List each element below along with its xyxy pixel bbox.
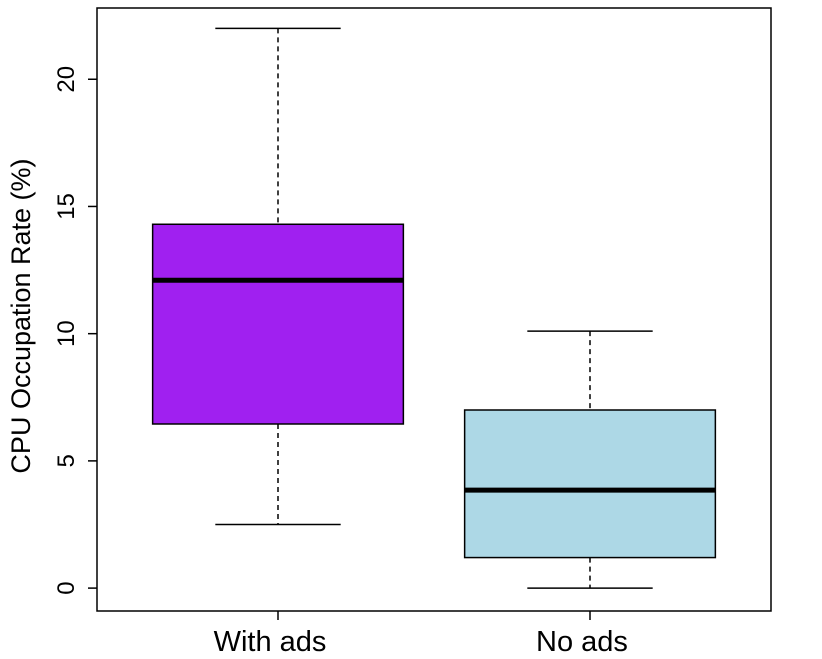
y-tick-label: 0 bbox=[53, 581, 80, 594]
y-tick-label: 20 bbox=[53, 66, 80, 93]
x-tick-label: With ads bbox=[214, 626, 327, 658]
y-tick-label: 10 bbox=[53, 320, 80, 347]
x-tick-label: No ads bbox=[536, 626, 628, 658]
box bbox=[151, 223, 405, 425]
y-axis-label: CPU Occupation Rate (%) bbox=[6, 158, 36, 473]
plot-frame bbox=[96, 7, 772, 612]
box bbox=[463, 409, 717, 559]
y-tick-label: 5 bbox=[53, 454, 80, 467]
y-tick-label: 15 bbox=[53, 193, 80, 220]
